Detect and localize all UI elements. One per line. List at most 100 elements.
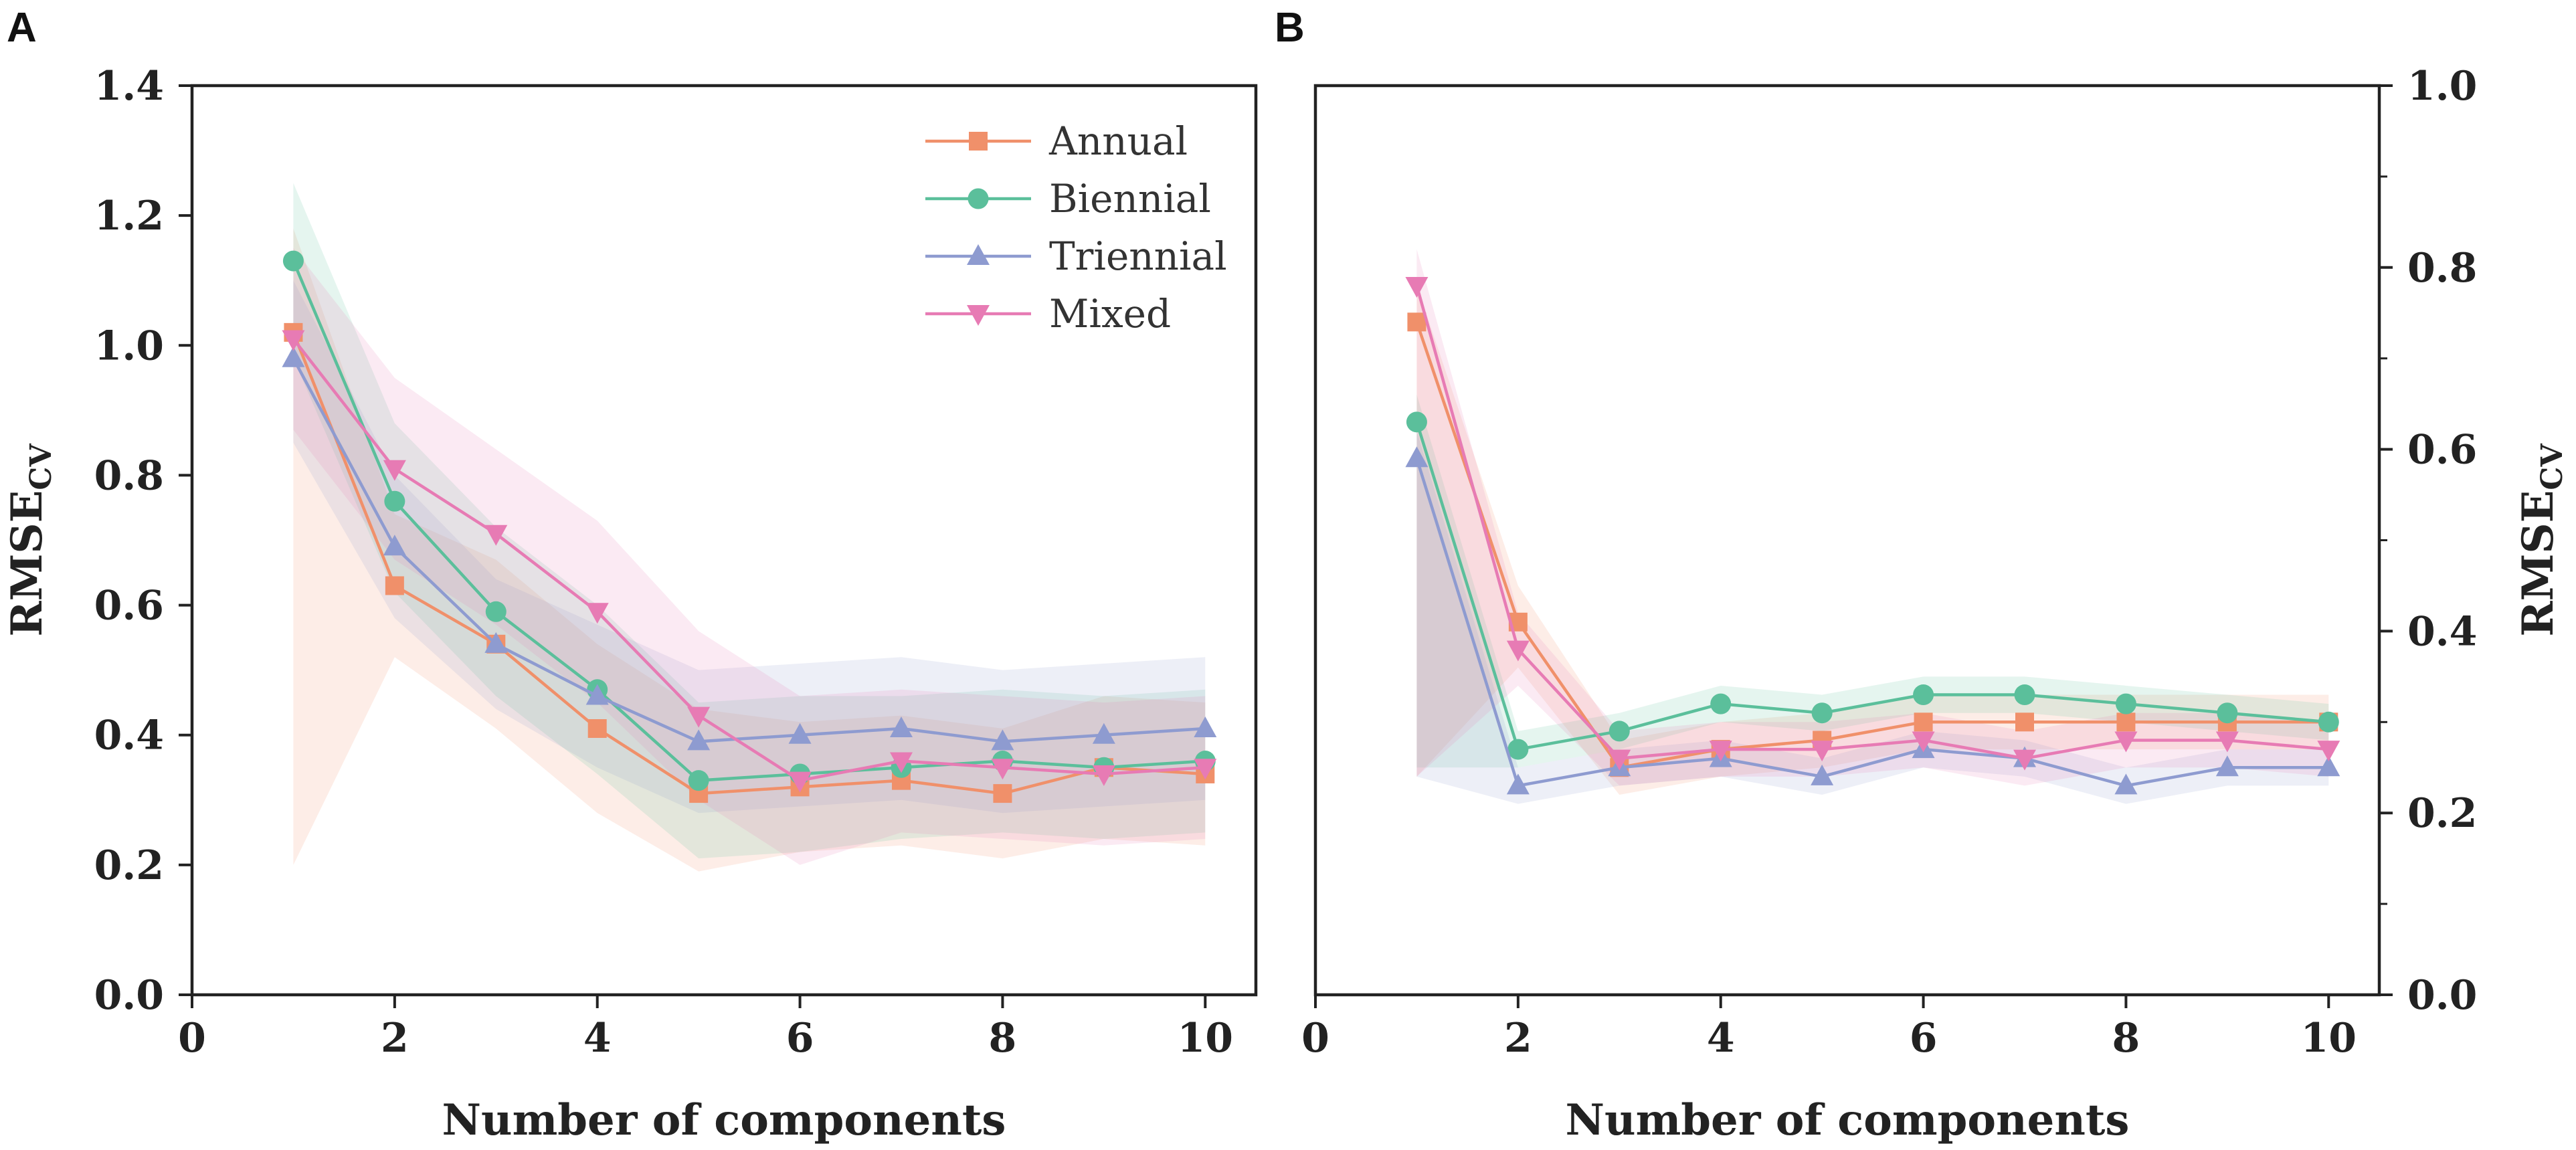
panel-b-point-mixed [1709, 741, 1732, 762]
panel-b-line-triennial [1415, 458, 2329, 787]
panel-b-point-mixed [2317, 741, 2340, 762]
panel-a-x-tick-label: 10 [1178, 1015, 1234, 1062]
panel-a-plot-frame [190, 84, 1258, 997]
panel-b-point-biennial [2318, 711, 2339, 733]
panel-a-point-triennial [687, 729, 711, 751]
panel-a-line-annual [292, 332, 1206, 795]
panel-a-x-axis-label: Number of components [442, 1095, 1006, 1145]
panel-a-point-triennial [1194, 716, 1217, 738]
panel-b-point-triennial [1506, 773, 1530, 795]
panel-a-x-tick-label: 2 [381, 1015, 409, 1062]
panel-b-y-axis-label-main: RMSE [2513, 490, 2563, 637]
legend-label-biennial: Biennial [1049, 176, 1211, 221]
panel-b-point-annual [1914, 712, 1933, 732]
panel-a-x-tick-label: 6 [786, 1015, 814, 1062]
panel-b-chart: 0 2 4 6 8 10 0.0 0.2 0.4 0.6 0.8 1.0 Number of compo… [1301, 63, 2569, 1145]
panel-b-y-tick-label: 0.8 [2407, 245, 2477, 292]
panel-a-x-tick-label: 8 [989, 1015, 1017, 1062]
panel-b-point-biennial [2115, 693, 2136, 714]
panel-b-point-biennial [1811, 702, 1833, 724]
panel-a-y-tick-label: 0.0 [94, 972, 164, 1019]
legend-label-mixed: Mixed [1049, 291, 1171, 337]
panel-b-point-annual [1407, 312, 1427, 332]
panel-b-point-biennial [2217, 702, 2238, 724]
panel-b-point-triennial [1811, 764, 1834, 785]
panel-a-point-annual [587, 719, 607, 739]
panel-a-y-axis-label-sub: CV [24, 444, 58, 490]
panel-a-point-mixed [890, 752, 913, 773]
panel-label-b: B [1275, 5, 1305, 51]
panel-label-a: A [7, 5, 37, 51]
panel-a-line-triennial [292, 357, 1206, 743]
panel-b-point-mixed [1405, 276, 1429, 298]
legend-label-triennial: Triennial [1049, 233, 1227, 279]
panel-a-x-tick-label: 0 [178, 1015, 206, 1062]
panel-b-y-tick-label: 0.6 [2407, 427, 2477, 474]
panel-b-line-mixed [1415, 285, 2329, 760]
panel-b-point-annual [2015, 712, 2034, 732]
panel-a-point-annual [993, 784, 1012, 803]
panel-b-x-axis-label: Number of components [1566, 1095, 2130, 1145]
panel-b-x-tick-label: 10 [2301, 1015, 2357, 1062]
panel-a-point-triennial [890, 716, 913, 738]
panel-a-point-triennial [484, 632, 508, 653]
panel-b-y-axis-label: RMSECV [2513, 444, 2569, 637]
panel-a-y-tick-label: 0.6 [94, 583, 164, 630]
panel-a-band-annual [293, 228, 1206, 872]
panel-a-point-mixed [687, 706, 711, 728]
panel-a-point-biennial [384, 490, 405, 512]
legend-marker-triennial [967, 244, 990, 265]
panel-b-x-tick-label: 0 [1301, 1015, 1329, 1062]
panel-b-point-biennial [1913, 684, 1934, 706]
panel-a-band-biennial [293, 183, 1206, 859]
panel-a-band-mixed [293, 248, 1206, 865]
panel-b-point-triennial [2317, 755, 2340, 777]
panel-b-band-annual [1416, 285, 2329, 795]
panel-b-point-mixed [2114, 731, 2138, 753]
panel-b-band-biennial [1416, 395, 2329, 768]
panel-b-point-triennial [1405, 446, 1429, 468]
panel-b-x-tick-label: 8 [2112, 1015, 2140, 1062]
panel-a-point-mixed [1092, 765, 1115, 786]
panel-a-point-biennial [688, 770, 709, 791]
panel-a-y-tick-label: 0.2 [94, 842, 164, 889]
panel-b-point-mixed [2215, 731, 2239, 753]
panel-a-line-mixed [292, 338, 1206, 783]
panel-a-point-annual [385, 576, 404, 595]
panel-a-point-triennial [1092, 723, 1115, 744]
panel-b-point-mixed [1811, 741, 1834, 762]
legend-marker-mixed [967, 305, 990, 326]
panel-b-y-tick-label: 0.0 [2407, 972, 2477, 1019]
panel-b-point-triennial [2114, 773, 2138, 795]
panel-b-y-tick-label: 1.0 [2407, 63, 2477, 110]
panel-a-point-mixed [282, 330, 305, 351]
panel-b-x-tick-label: 2 [1504, 1015, 1532, 1062]
panel-a-point-triennial [788, 723, 812, 744]
panel-b-line-biennial [1415, 421, 2329, 751]
panel-a-legend: Annual Biennial Triennial Mixed [925, 118, 1227, 337]
panel-a-x-tick-label: 4 [583, 1015, 612, 1062]
panel-b-point-biennial [2014, 684, 2035, 706]
panel-b-y-tick-label: 0.2 [2407, 790, 2477, 837]
panel-a-y-tick-label: 1.2 [94, 193, 164, 239]
panel-a-point-mixed [991, 759, 1014, 780]
panel-a-point-mixed [788, 771, 812, 793]
panel-a-point-biennial [282, 250, 304, 272]
panel-b-y-axis-label-sub: CV [2535, 444, 2569, 490]
panel-b-point-biennial [1710, 693, 1732, 714]
panel-b-point-biennial [1507, 739, 1529, 760]
panel-b-x-tick-label: 6 [1910, 1015, 1938, 1062]
panel-a-y-tick-label: 0.8 [94, 452, 164, 499]
panel-a-point-mixed [585, 603, 609, 624]
panel-a-chart: 0 2 4 6 8 10 0.0 0.2 0.4 0.6 0.8 1.0 1.2 1.4 Number of… [2, 63, 1258, 1145]
panel-a-line-biennial [292, 260, 1206, 782]
panel-a-y-tick-label: 1.0 [94, 322, 164, 369]
panel-b-point-biennial [1406, 411, 1427, 433]
panel-b-y-tick-label: 0.4 [2407, 608, 2477, 655]
panel-a-y-tick-label: 1.4 [94, 63, 164, 110]
panel-b-point-biennial [1608, 721, 1630, 742]
panel-b-point-mixed [1608, 749, 1631, 771]
panel-a-point-mixed [383, 460, 406, 481]
panel-a-point-triennial [585, 684, 609, 705]
panel-a-y-tick-label: 0.4 [94, 712, 164, 759]
